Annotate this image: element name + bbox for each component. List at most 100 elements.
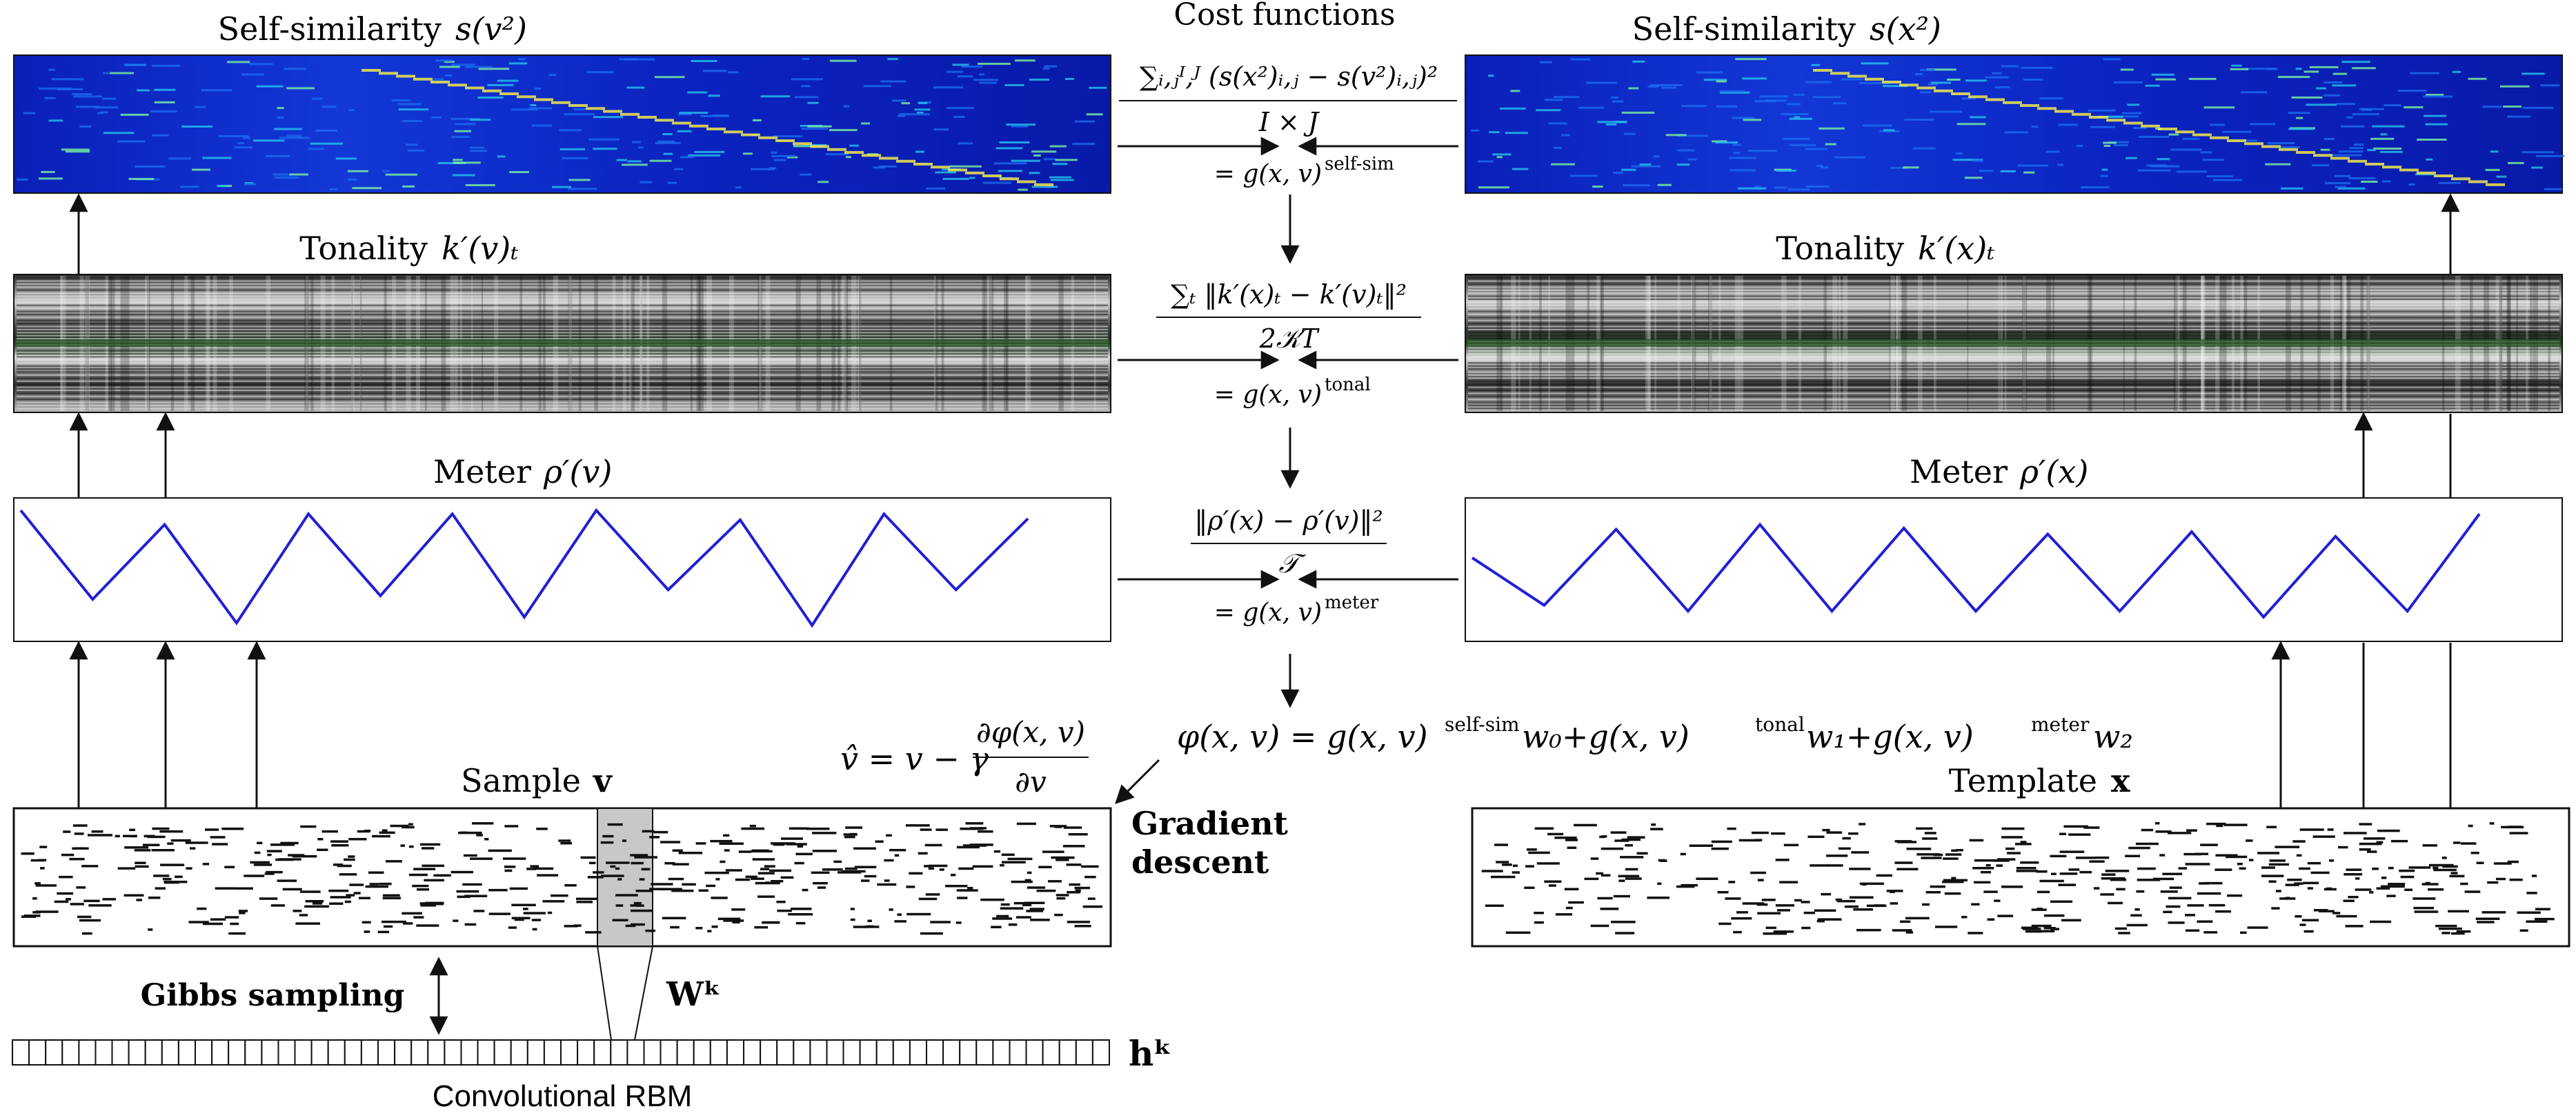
gradient-label-line2: descent	[1131, 843, 1269, 881]
cost-meter-numerator: ‖ρ′(x) − ρ′(v)‖²	[1194, 506, 1383, 536]
note	[1614, 839, 1629, 842]
note	[1765, 926, 1776, 930]
heatmap-diagonal	[2227, 139, 2246, 142]
heatmap-streak	[655, 141, 681, 144]
note	[2287, 879, 2302, 881]
note	[1524, 886, 1535, 889]
note	[117, 867, 136, 870]
tonality-band	[17, 304, 1108, 306]
note	[622, 839, 626, 842]
note	[1816, 919, 1825, 923]
note	[1601, 835, 1607, 838]
note	[1505, 931, 1531, 934]
heatmap-streak	[2303, 70, 2319, 73]
note	[2001, 836, 2023, 839]
note	[1890, 890, 1895, 893]
heatmap-streak	[2323, 94, 2340, 97]
weights-cone-left	[597, 946, 612, 1041]
heatmap-streak	[431, 116, 442, 119]
heatmap-streak	[2496, 175, 2507, 178]
hidden-unit	[959, 1039, 978, 1066]
note	[1610, 921, 1636, 923]
heatmap-streak	[933, 86, 963, 89]
heatmap-streak	[1754, 100, 1776, 103]
heatmap-streak	[1805, 81, 1832, 83]
note	[2183, 852, 2202, 856]
note	[408, 873, 428, 877]
note	[264, 872, 275, 875]
note	[188, 921, 209, 923]
note	[135, 865, 149, 868]
note	[2294, 882, 2303, 885]
note	[2186, 929, 2200, 932]
heatmap-streak	[2288, 128, 2314, 130]
note	[749, 824, 756, 828]
tonality-band	[17, 289, 1108, 291]
heatmap-streak	[957, 75, 973, 78]
note	[641, 868, 651, 871]
heatmap-streak	[289, 173, 308, 176]
note	[2526, 920, 2548, 923]
note	[1016, 822, 1036, 826]
heatmap-streak	[1561, 134, 1570, 137]
hidden-unit	[760, 1039, 778, 1066]
heatmap-streak	[1089, 86, 1107, 89]
note	[993, 850, 1001, 853]
meter-x-symbol: ρ′(x)	[2019, 453, 2088, 490]
heatmap-streak	[48, 68, 55, 71]
tonality-band	[17, 362, 1108, 364]
heatmap-streak	[248, 63, 273, 66]
meter-v-series-line	[19, 508, 1029, 628]
note	[72, 847, 89, 850]
heatmap-streak	[2267, 142, 2295, 145]
heatmap-streak	[700, 114, 729, 117]
hidden-unit	[1075, 1039, 1093, 1066]
note	[61, 853, 75, 857]
heatmap-streak	[2341, 61, 2370, 63]
note	[1657, 882, 1662, 886]
objective-w2: w₂	[2093, 718, 2133, 755]
note	[2159, 854, 2166, 857]
note	[1971, 903, 1980, 906]
note	[2268, 880, 2277, 883]
note	[2343, 899, 2355, 902]
tonality-band	[1468, 334, 2559, 337]
note	[417, 888, 429, 891]
note	[130, 834, 137, 838]
heatmap-streak	[861, 122, 870, 125]
heatmap-streak	[103, 72, 109, 74]
heatmap-streak	[2145, 84, 2160, 87]
note	[854, 866, 877, 868]
heatmap-streak	[760, 95, 791, 98]
note	[1024, 879, 1031, 882]
heatmap-streak	[1805, 186, 1830, 188]
heatmap-streak	[2508, 161, 2524, 164]
note	[1590, 924, 1609, 928]
note	[299, 914, 308, 917]
note	[763, 921, 780, 924]
heatmap-streak	[663, 152, 673, 155]
note	[924, 865, 933, 868]
note	[1775, 859, 1790, 861]
heatmap-streak	[2137, 169, 2171, 172]
note	[957, 897, 968, 899]
note	[2470, 852, 2479, 854]
note	[2116, 888, 2126, 891]
heatmap-streak	[202, 157, 232, 159]
heatmap-streak	[277, 107, 284, 110]
note	[711, 897, 728, 899]
heatmap-streak	[1861, 62, 1889, 65]
heatmap-streak	[624, 58, 655, 61]
heatmap-streak	[405, 143, 418, 146]
heatmap-streak	[437, 162, 466, 164]
heatmap-streak	[1586, 81, 1617, 84]
note	[2168, 921, 2185, 924]
note	[1618, 874, 1640, 878]
note	[453, 919, 459, 922]
heatmap-diagonal	[379, 72, 398, 75]
hidden-unit	[709, 1039, 728, 1066]
cost-meter-result: = g(x, v)	[1214, 599, 1322, 627]
note	[776, 901, 786, 903]
heatmap-streak	[2103, 145, 2110, 147]
